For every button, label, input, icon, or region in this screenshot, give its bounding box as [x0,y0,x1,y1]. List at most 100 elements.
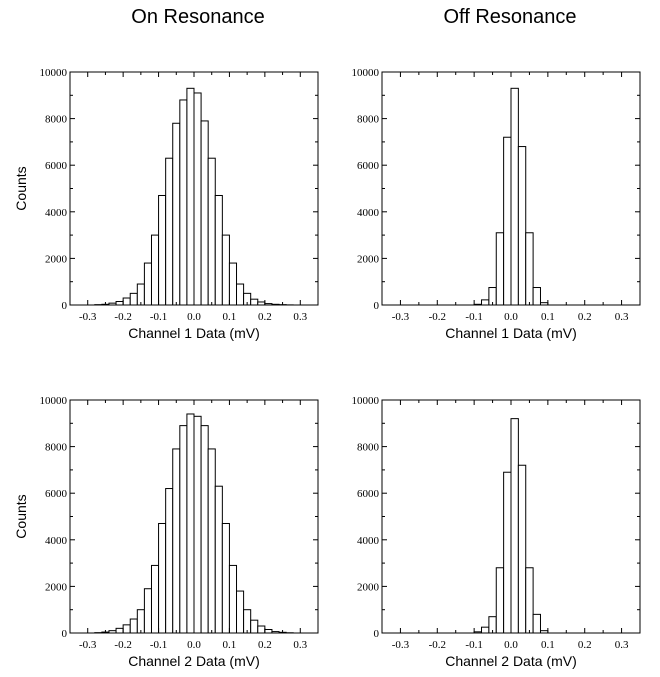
y-tick-label: 8000 [45,114,68,126]
histogram-bar [150,234,160,306]
histogram-bar [214,485,223,634]
histogram-bar [532,613,541,634]
y-tick-label: 6000 [45,488,68,500]
histogram-bar [532,287,541,306]
histogram-bar [503,136,512,306]
histogram-bar [115,627,124,634]
histogram-bar [243,609,252,634]
histogram-bar [193,92,202,306]
histogram-bar [525,567,534,634]
histogram-panel-channel1-on: -0.3 -0.2 -0.1 0.0 0.1 0.2 0.3 0 2000 4000 6000 800… [13,67,319,341]
histogram-bar [510,418,519,634]
histogram-bar [122,297,131,306]
x-tick-label: 0.0 [187,311,201,323]
histogram-bar [179,99,188,306]
x-tick-label: 0.0 [504,311,518,323]
histogram-bar [510,87,519,306]
histogram-bar [150,564,160,634]
histogram-bar [481,299,490,306]
x-axis-label: Channel 2 Data (mV) [445,653,577,669]
x-axis-label: Channel 1 Data (mV) [128,325,260,341]
x-tick-label: -0.1 [465,311,482,323]
histogram-bar [122,624,131,634]
histogram-bar [228,564,238,634]
histogram-bar [221,522,230,634]
x-tick-label: 0.3 [615,311,629,323]
histogram-bar [165,488,174,634]
histogram-bar [250,619,259,634]
histogram-bar [495,232,505,306]
histogram-bar [264,629,273,634]
y-tick-label: 6000 [357,160,380,172]
y-tick-label: 10000 [352,395,380,407]
y-tick-label: 8000 [357,442,380,454]
y-axis-label: Counts [13,166,29,210]
histogram-bar [186,413,195,634]
histogram-panel-channel2-on: -0.3 -0.2 -0.1 0.0 0.1 0.2 0.3 0 2000 4000 6000 800… [13,395,319,669]
histogram-bar [186,87,195,306]
histogram-bar [158,194,167,306]
y-axis-label: Counts [13,494,29,538]
histogram-bar [250,298,259,306]
histogram-bar [193,415,202,634]
histogram-bar [236,590,245,634]
x-tick-label: -0.2 [114,311,131,323]
x-tick-label: -0.2 [429,311,446,323]
histogram-bar [207,448,216,634]
x-tick-label: -0.2 [114,639,131,651]
histogram-bar [214,194,223,306]
y-tick-label: 6000 [45,160,68,172]
histogram-bar [129,618,138,634]
histogram-bar [236,283,245,306]
x-tick-label: -0.3 [392,311,410,323]
histogram-bar [207,157,216,306]
x-tick-label: -0.3 [79,639,97,651]
x-tick-label: 0.1 [223,639,237,651]
histogram-bar [143,262,152,306]
histogram-bar [503,471,512,634]
histogram-bar [136,283,145,306]
x-tick-label: -0.1 [150,311,167,323]
y-tick-label: 8000 [357,114,380,126]
histogram-bar [200,425,209,634]
y-tick-label: 0 [374,628,380,640]
y-tick-label: 2000 [357,581,380,593]
x-tick-label: -0.2 [429,639,446,651]
histogram-bar [172,448,181,634]
histogram-bar [517,464,527,634]
histogram-bar [481,626,490,634]
x-tick-label: -0.3 [392,639,410,651]
histogram-bar [115,301,124,306]
y-tick-label: 10000 [352,67,380,79]
histogram-bar [228,262,238,306]
x-axis-label: Channel 2 Data (mV) [128,653,260,669]
y-tick-label: 2000 [45,581,68,593]
x-tick-label: -0.1 [465,639,482,651]
y-tick-label: 2000 [45,253,68,265]
y-tick-label: 8000 [45,442,68,454]
x-tick-label: 0.2 [258,311,272,323]
x-tick-label: 0.0 [187,639,201,651]
x-axis-label: Channel 1 Data (mV) [445,325,577,341]
x-tick-label: 0.1 [541,639,555,651]
histogram-panel-channel2-off: -0.3 -0.2 -0.1 0.0 0.1 0.2 0.3 0 2000 4000 6000 800… [352,395,641,669]
histogram-bar [158,522,167,634]
x-tick-label: 0.0 [504,639,518,651]
column-title-off-resonance: Off Resonance [443,6,577,28]
histogram-bar [517,146,527,306]
histogram-bar [129,292,138,306]
y-tick-label: 0 [62,300,68,312]
x-tick-label: 0.1 [541,311,555,323]
y-tick-label: 6000 [357,488,380,500]
x-tick-label: -0.1 [150,639,167,651]
x-tick-label: 0.3 [293,639,307,651]
histogram-bar [179,425,188,634]
x-tick-label: 0.3 [293,311,307,323]
y-tick-label: 0 [374,300,380,312]
y-tick-label: 4000 [357,535,380,547]
x-tick-label: 0.2 [578,639,592,651]
y-tick-label: 0 [62,628,68,640]
histogram-bar [200,120,209,306]
histogram-bar [143,588,152,634]
